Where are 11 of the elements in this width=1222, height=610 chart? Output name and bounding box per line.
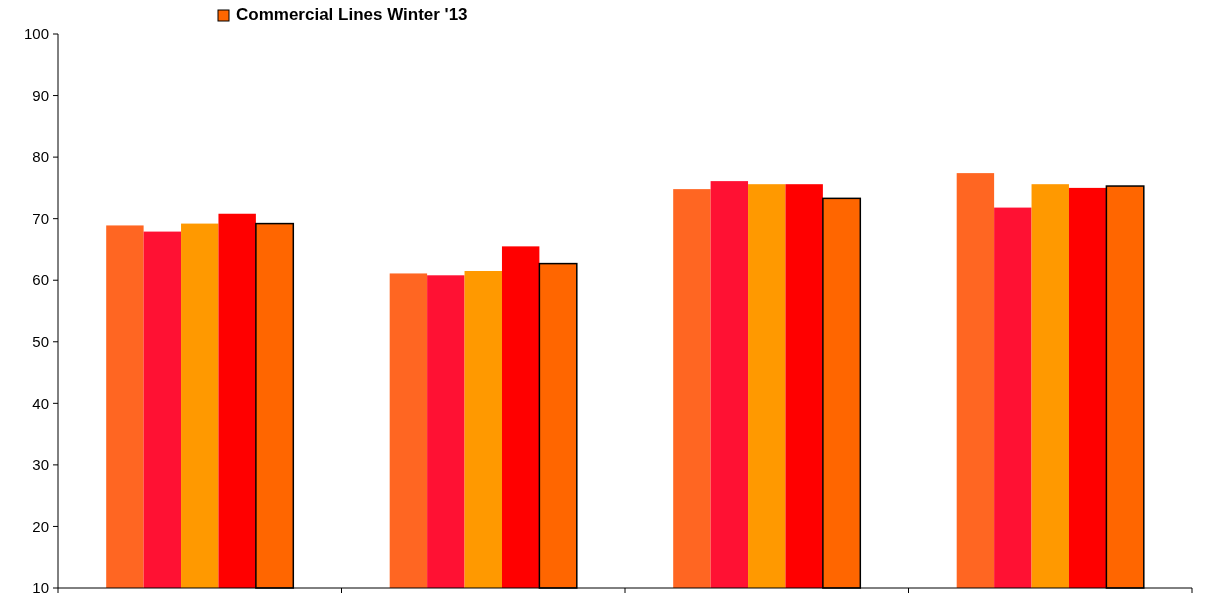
y-tick-label: 10 [32,579,49,597]
y-tick-label: 60 [32,271,49,289]
y-tick-label: 80 [32,148,49,166]
y-tick-label: 70 [32,209,49,227]
y-tick-label: 90 [32,86,49,104]
y-tick-label: 50 [32,333,49,351]
y-tick-label: 20 [32,517,49,535]
y-tick-label: 30 [32,456,49,474]
legend-label: Commercial Lines Winter '13 [236,5,468,24]
y-tick-label: 100 [23,25,49,43]
y-tick-label: 40 [32,394,49,412]
